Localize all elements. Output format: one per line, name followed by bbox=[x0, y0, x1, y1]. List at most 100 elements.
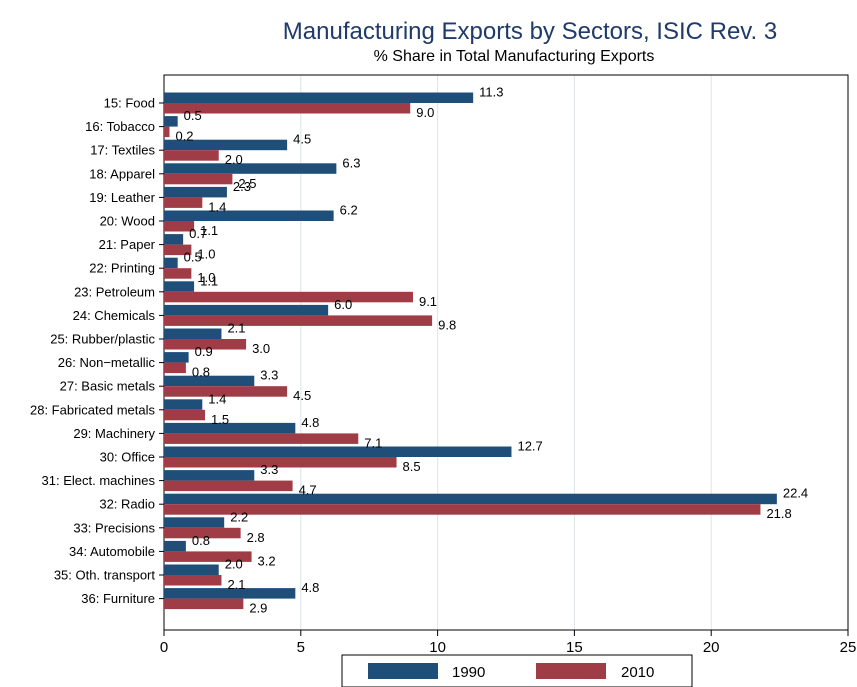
bar-1990 bbox=[164, 588, 296, 599]
data-label-2010: 8.5 bbox=[403, 459, 421, 474]
data-label-2010: 3.2 bbox=[258, 553, 276, 568]
bar-1990 bbox=[164, 399, 203, 410]
category-label: 32: Radio bbox=[99, 497, 155, 512]
data-label-1990: 0.5 bbox=[184, 108, 202, 123]
data-label-2010: 1.0 bbox=[197, 247, 215, 262]
bar-1990 bbox=[164, 352, 189, 363]
data-label-1990: 4.8 bbox=[301, 415, 319, 430]
x-tick-label: 5 bbox=[297, 639, 305, 656]
data-label-1990: 2.1 bbox=[227, 321, 245, 336]
data-label-2010: 9.0 bbox=[416, 105, 434, 120]
data-label-1990: 0.7 bbox=[189, 226, 207, 241]
bar-2010 bbox=[164, 504, 761, 515]
data-label-1990: 0.8 bbox=[192, 533, 210, 548]
bar-2010 bbox=[164, 244, 192, 256]
data-label-1990: 3.3 bbox=[260, 462, 278, 477]
bar-2010 bbox=[164, 221, 195, 232]
data-label-1990: 6.0 bbox=[334, 297, 352, 312]
data-label-2010: 7.1 bbox=[364, 435, 382, 450]
category-label: 17: Textiles bbox=[90, 143, 155, 158]
data-label-2010: 2.1 bbox=[227, 577, 245, 592]
bar-1990 bbox=[164, 210, 334, 221]
bar-1990 bbox=[164, 564, 219, 575]
x-tick-label: 10 bbox=[429, 639, 446, 656]
category-label: 29: Machinery bbox=[73, 426, 155, 441]
data-label-1990: 2.3 bbox=[233, 179, 251, 194]
x-tick-label: 20 bbox=[703, 639, 720, 656]
category-label: 27: Basic metals bbox=[60, 379, 156, 394]
data-label-1990: 1.1 bbox=[200, 273, 218, 288]
bar-2010 bbox=[164, 409, 206, 421]
category-label: 33: Precisions bbox=[73, 520, 155, 535]
bar-2010 bbox=[164, 150, 219, 161]
data-label-2010: 2.5 bbox=[238, 176, 256, 191]
data-label-2010: 1.5 bbox=[211, 412, 229, 427]
category-label: 22: Printing bbox=[89, 261, 155, 276]
bar-2010 bbox=[164, 480, 293, 492]
data-label-1990: 6.2 bbox=[340, 203, 358, 218]
category-label: 30: Office bbox=[100, 450, 155, 465]
bar-1990 bbox=[164, 493, 777, 505]
data-label-2010: 9.8 bbox=[438, 317, 456, 332]
data-label-1990: 2.2 bbox=[230, 509, 248, 524]
category-label: 34: Automobile bbox=[69, 544, 155, 559]
category-label: 20: Wood bbox=[100, 214, 155, 229]
bar-2010 bbox=[164, 103, 411, 114]
category-label: 23: Petroleum bbox=[74, 284, 155, 299]
data-label-1990: 2.0 bbox=[225, 557, 243, 572]
category-label: 16: Tobacco bbox=[85, 119, 155, 134]
legend: 1990 2010 bbox=[341, 654, 693, 687]
data-label-1990: 0.9 bbox=[195, 344, 213, 359]
gridlines bbox=[300, 75, 712, 630]
bar-2010 bbox=[164, 339, 247, 350]
bar-1990 bbox=[164, 328, 222, 339]
legend-swatch-2010 bbox=[536, 663, 606, 679]
category-label: 35: Oth. transport bbox=[54, 568, 156, 583]
data-label-1990: 3.3 bbox=[260, 368, 278, 383]
bar-1990 bbox=[164, 186, 227, 198]
x-tick-label: 25 bbox=[840, 639, 857, 656]
bar-1990 bbox=[164, 163, 337, 174]
category-label: 19: Leather bbox=[89, 190, 155, 205]
bar-2010 bbox=[164, 527, 241, 539]
bar-2010 bbox=[164, 551, 252, 562]
bar-1990 bbox=[164, 116, 178, 127]
category-label: 21: Paper bbox=[99, 237, 156, 252]
category-label: 28: Fabricated metals bbox=[30, 402, 156, 417]
category-label: 25: Rubber/plastic bbox=[50, 332, 155, 347]
data-label-1990: 6.3 bbox=[342, 155, 360, 170]
bar-2010 bbox=[164, 457, 397, 468]
x-tick-label: 15 bbox=[566, 639, 583, 656]
data-label-1990: 4.8 bbox=[301, 580, 319, 595]
bar-1990 bbox=[164, 304, 329, 316]
data-label-2010: 1.1 bbox=[200, 223, 218, 238]
category-label: 24: Chemicals bbox=[73, 308, 156, 323]
data-label-2010: 4.5 bbox=[293, 388, 311, 403]
category-label: 36: Furniture bbox=[81, 591, 155, 606]
x-axis: 0 5 10 15 20 25 bbox=[159, 102, 857, 656]
bar-2010 bbox=[164, 575, 222, 586]
bar-2010 bbox=[164, 433, 359, 444]
bar-1990 bbox=[164, 92, 474, 103]
bar-2010 bbox=[164, 291, 413, 303]
data-label-2010: 1.4 bbox=[208, 199, 226, 214]
category-label: 26: Non−metallic bbox=[58, 355, 156, 370]
category-label: 15: Food bbox=[104, 96, 155, 111]
data-label-1990: 4.5 bbox=[293, 132, 311, 147]
data-label-2010: 2.8 bbox=[247, 530, 265, 545]
category-label: 31: Elect. machines bbox=[42, 473, 156, 488]
bar-2010 bbox=[164, 173, 233, 185]
data-label-1990: 1.4 bbox=[208, 391, 226, 406]
bar-2010 bbox=[164, 126, 170, 138]
data-label-2010: 4.7 bbox=[299, 483, 317, 498]
x-tick-label: 0 bbox=[160, 639, 168, 656]
data-label-2010: 2.9 bbox=[249, 601, 267, 616]
bar-2010 bbox=[164, 268, 192, 279]
bar-1990 bbox=[164, 375, 255, 387]
bar-1990 bbox=[164, 540, 186, 552]
data-label-1990: 12.7 bbox=[517, 439, 542, 454]
data-label-2010: 0.8 bbox=[192, 365, 210, 380]
bars bbox=[164, 92, 777, 610]
bar-1990 bbox=[164, 281, 195, 292]
